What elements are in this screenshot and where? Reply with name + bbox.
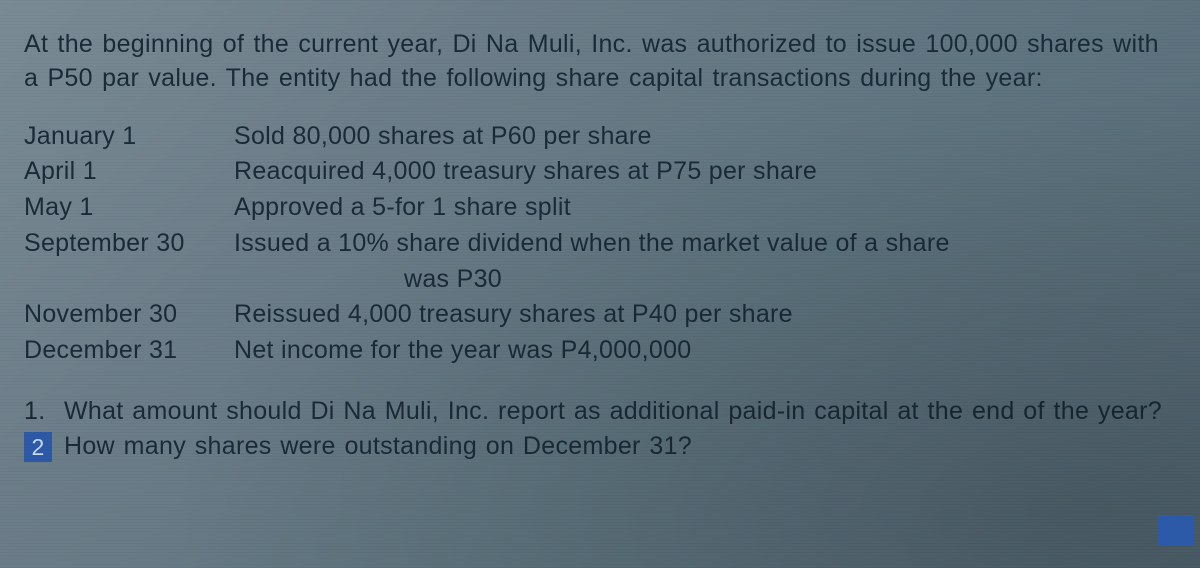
question-number: 1. bbox=[24, 394, 58, 429]
question-text: How many shares were outstanding on Dece… bbox=[64, 429, 1176, 464]
transaction-date: April 1 bbox=[24, 155, 234, 189]
questions-block: 1. What amount should Di Na Muli, Inc. r… bbox=[24, 394, 1176, 464]
question-row: 2 How many shares were outstanding on De… bbox=[24, 429, 1176, 464]
transactions-list: January 1 Sold 80,000 shares at P60 per … bbox=[24, 120, 1176, 368]
transaction-date: September 30 bbox=[24, 227, 234, 261]
transaction-desc: Net income for the year was P4,000,000 bbox=[234, 334, 1176, 368]
transaction-date: January 1 bbox=[24, 120, 234, 154]
question-number-highlighted: 2 bbox=[24, 432, 52, 462]
transaction-desc-continuation: was P30 bbox=[234, 263, 1176, 297]
transaction-desc: Reacquired 4,000 treasury shares at P75 … bbox=[234, 155, 1176, 189]
transaction-date bbox=[24, 263, 234, 297]
transaction-date: December 31 bbox=[24, 334, 234, 368]
transaction-desc: Reissued 4,000 treasury shares at P40 pe… bbox=[234, 298, 1176, 332]
problem-intro: At the beginning of the current year, Di… bbox=[24, 28, 1176, 96]
transaction-desc: Approved a 5-for 1 share split bbox=[234, 191, 1176, 225]
transaction-date: May 1 bbox=[24, 191, 234, 225]
question-text: What amount should Di Na Muli, Inc. repo… bbox=[64, 394, 1176, 429]
edge-highlight-bar bbox=[1158, 516, 1194, 546]
transaction-date: November 30 bbox=[24, 298, 234, 332]
transaction-desc: Sold 80,000 shares at P60 per share bbox=[234, 120, 1176, 154]
question-row: 1. What amount should Di Na Muli, Inc. r… bbox=[24, 394, 1176, 429]
transaction-desc: Issued a 10% share dividend when the mar… bbox=[234, 227, 1176, 261]
